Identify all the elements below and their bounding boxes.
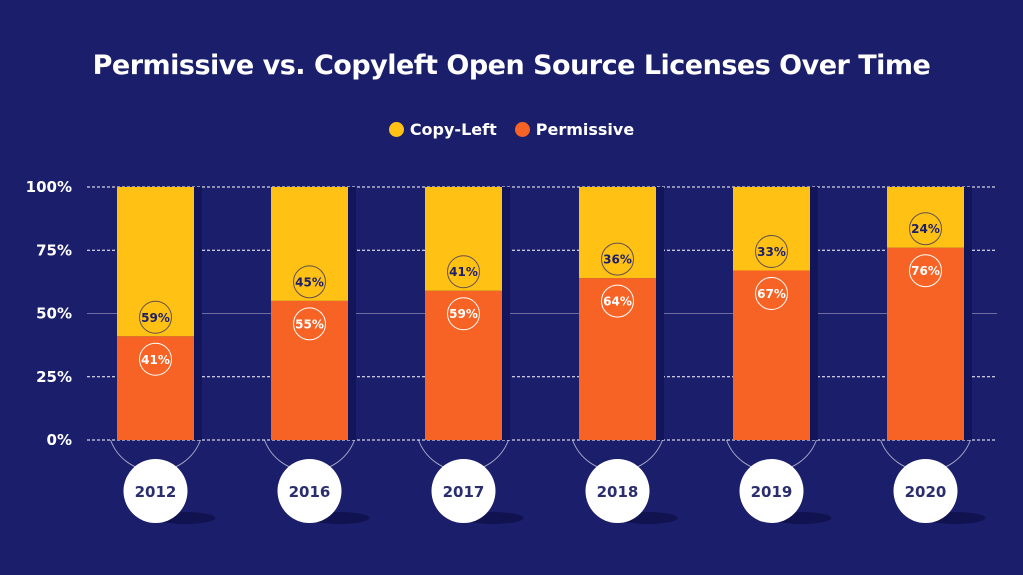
bar-permissive: [271, 300, 348, 440]
chart-title: Permissive vs. Copyleft Open Source Lice…: [92, 50, 931, 81]
bar-permissive: [425, 290, 502, 440]
x-tick-label: 2019: [751, 483, 793, 501]
label-circle-permissive: [139, 342, 172, 376]
y-tick-label: 50%: [36, 305, 72, 323]
data-label-copyleft: 45%: [295, 275, 324, 289]
bar-shadow: [810, 187, 818, 440]
data-label-permissive: 59%: [449, 307, 478, 321]
label-circle-permissive: [755, 276, 788, 310]
bar-shadow: [964, 187, 972, 440]
x-tick-label: 2012: [135, 483, 177, 501]
data-label-permissive: 55%: [295, 317, 324, 331]
bar-permissive: [117, 336, 194, 440]
legend-swatch-permissive: [514, 122, 530, 137]
data-label-copyleft: 36%: [603, 253, 632, 267]
bar-copyleft: [733, 187, 810, 271]
label-circle-copyleft: [447, 255, 480, 289]
label-circle-copyleft: [755, 234, 788, 268]
year-badge: [431, 459, 496, 523]
bar-permissive: [887, 247, 964, 440]
label-circle-permissive: [447, 297, 480, 331]
label-circle-permissive: [909, 254, 942, 288]
y-tick-label: 75%: [36, 241, 72, 259]
bar-shadow: [656, 187, 664, 440]
x-tick-label: 2020: [905, 483, 947, 501]
label-circle-permissive: [293, 307, 326, 341]
legend-label-copyleft: Copy-Left: [409, 120, 497, 139]
bar-copyleft: [887, 187, 964, 248]
year-badge: [277, 459, 342, 523]
bar-shadow: [502, 187, 510, 440]
legend-item-copyleft: Copy-Left: [388, 120, 497, 139]
data-label-copyleft: 59%: [141, 311, 170, 325]
x-tick-label: 2017: [443, 483, 485, 501]
bar-permissive: [579, 278, 656, 440]
year-badge: [893, 459, 958, 523]
year-badge: [585, 459, 650, 523]
legend-item-permissive: Permissive: [514, 120, 635, 139]
label-circle-copyleft: [909, 212, 942, 246]
y-tick-label: 100%: [26, 178, 72, 196]
bar-shadow: [348, 187, 356, 440]
data-label-copyleft: 41%: [449, 265, 478, 279]
data-label-permissive: 64%: [603, 295, 632, 309]
y-tick-label: 25%: [36, 368, 72, 386]
data-label-copyleft: 33%: [757, 245, 786, 259]
data-label-permissive: 41%: [141, 353, 170, 367]
legend: Copy-Left Permissive: [0, 120, 1023, 139]
bar-copyleft: [579, 187, 656, 279]
x-tick-label: 2016: [289, 483, 331, 501]
y-tick-label: 0%: [47, 431, 72, 449]
legend-swatch-copyleft: [388, 122, 404, 137]
year-badge: [123, 459, 188, 523]
data-label-permissive: 67%: [757, 287, 786, 301]
data-label-copyleft: 24%: [911, 222, 940, 236]
x-tick-label: 2018: [597, 483, 639, 501]
label-circle-permissive: [601, 284, 634, 318]
bar-shadow: [194, 187, 202, 440]
year-badge: [739, 459, 804, 523]
label-circle-copyleft: [293, 265, 326, 299]
label-circle-copyleft: [601, 242, 634, 276]
bar-copyleft: [425, 187, 502, 291]
bar-copyleft: [117, 187, 194, 337]
legend-label-permissive: Permissive: [535, 120, 635, 139]
data-label-permissive: 76%: [911, 264, 940, 278]
label-circle-copyleft: [139, 300, 172, 334]
bar-copyleft: [271, 187, 348, 301]
bar-permissive: [733, 270, 810, 440]
